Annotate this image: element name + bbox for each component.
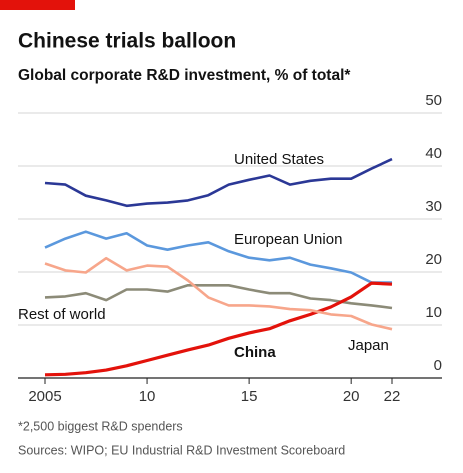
series-label: European Union — [234, 231, 342, 248]
y-tick-label: 20 — [425, 251, 442, 268]
x-tick-label: 22 — [384, 388, 401, 405]
source: Sources: WIPO; EU Industrial R&D Investm… — [18, 443, 345, 457]
y-tick-label: 50 — [425, 92, 442, 109]
chart-title: Chinese trials balloon — [18, 30, 236, 53]
series-label: Japan — [348, 337, 389, 354]
y-tick-label: 30 — [425, 198, 442, 215]
footnote: *2,500 biggest R&D spenders — [18, 419, 183, 433]
series-line — [44, 157, 393, 208]
x-tick-label: 2005 — [28, 388, 61, 405]
series-line — [44, 256, 393, 331]
y-tick-label: 10 — [425, 304, 442, 321]
x-tick-label: 15 — [241, 388, 258, 405]
series-line — [44, 281, 393, 377]
x-tick-label: 10 — [139, 388, 156, 405]
y-tick-label: 0 — [434, 357, 442, 374]
series-label: Rest of world — [18, 306, 106, 323]
chart-subtitle: Global corporate R&D investment, % of to… — [18, 67, 351, 84]
series-label: United States — [234, 151, 324, 168]
x-tick-label: 20 — [343, 388, 360, 405]
y-tick-label: 40 — [425, 145, 442, 162]
series-line — [44, 284, 393, 310]
brand-bar — [0, 0, 75, 10]
series-label: China — [234, 344, 276, 361]
series-line — [44, 230, 392, 284]
